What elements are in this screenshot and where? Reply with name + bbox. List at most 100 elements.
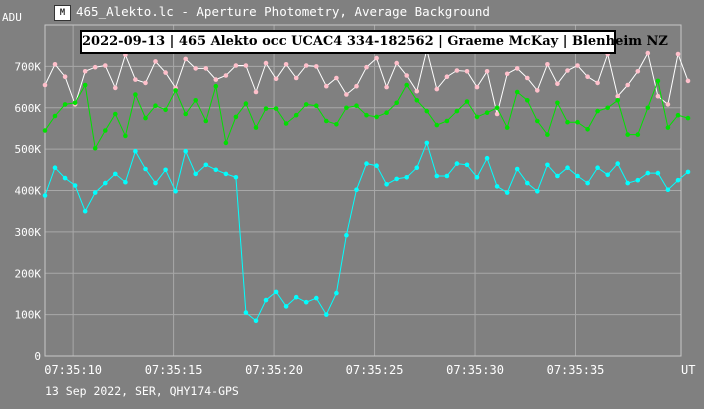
data-point-0-54 [585,74,590,79]
data-point-2-29 [334,290,339,296]
plot-frame [44,24,682,357]
x-axis-label: UT [681,363,695,377]
data-point-2-59 [635,177,641,183]
data-point-1-52 [565,119,570,125]
data-point-2-1 [52,165,58,170]
data-point-2-9 [133,148,138,154]
data-point-2-23 [273,289,279,295]
data-point-1-33 [374,114,379,120]
data-point-0-27 [314,64,319,69]
data-point-2-11 [153,180,158,186]
data-point-0-60 [645,50,651,56]
data-point-2-32 [364,161,369,166]
data-point-0-17 [213,77,219,82]
data-point-1-45 [494,105,500,111]
data-point-1-39 [434,122,440,128]
data-point-2-15 [193,171,198,177]
data-point-0-64 [685,78,691,84]
x-tick-label-4: 07:35:30 [446,363,504,377]
data-point-1-22 [263,106,269,111]
data-point-1-42 [464,99,470,104]
data-point-1-60 [645,105,651,111]
data-point-2-28 [324,312,329,317]
data-point-2-34 [384,182,389,187]
data-point-0-10 [143,80,148,86]
data-point-0-43 [474,84,480,90]
data-point-1-35 [394,100,400,106]
data-point-0-15 [193,66,198,71]
data-point-1-17 [213,83,219,89]
data-point-1-20 [243,101,249,106]
data-point-1-53 [575,119,580,125]
data-point-2-5 [92,190,98,195]
data-point-1-56 [605,105,610,111]
y-tick-label-7: 700K [15,60,42,73]
data-point-1-64 [685,115,691,121]
data-point-2-45 [494,184,500,189]
data-point-2-14 [183,148,188,154]
data-point-2-63 [675,177,681,183]
data-point-0-1 [52,62,58,67]
data-point-2-42 [464,162,470,168]
data-point-1-10 [143,115,148,121]
data-point-2-44 [484,155,490,161]
data-point-0-57 [615,93,620,99]
data-point-1-1 [52,113,58,119]
data-point-2-30 [344,232,349,238]
data-point-1-26 [303,102,309,107]
x-tick-label-1: 07:35:15 [145,363,203,377]
data-point-2-10 [143,166,148,172]
window-title: 465_Alekto.lc - Aperture Photometry, Ave… [76,4,490,19]
data-point-2-0 [42,193,48,198]
data-point-1-19 [233,114,239,120]
data-point-1-15 [193,98,198,103]
y-tick-label-1: 100K [15,309,42,322]
data-point-2-31 [354,187,359,192]
data-point-0-59 [635,69,641,74]
data-point-2-19 [233,175,239,180]
data-point-0-55 [595,80,600,86]
data-point-0-47 [514,66,520,71]
data-point-0-37 [414,88,420,94]
data-point-1-27 [314,103,319,108]
data-point-1-4 [82,82,88,88]
data-point-2-49 [535,189,540,194]
data-point-0-4 [82,69,88,74]
data-point-1-18 [223,140,229,146]
data-point-1-32 [364,112,369,118]
data-point-2-13 [173,189,178,194]
data-point-2-50 [545,162,550,168]
data-point-1-21 [253,125,259,130]
data-point-0-0 [42,82,48,88]
data-point-0-39 [434,86,440,92]
data-point-2-64 [685,169,691,175]
data-point-2-8 [123,179,128,185]
data-point-1-24 [283,121,289,126]
data-point-0-23 [273,76,279,82]
data-point-2-24 [283,304,289,309]
data-point-1-23 [273,106,279,111]
data-point-0-52 [565,68,570,73]
data-point-2-25 [293,294,299,300]
data-point-0-30 [344,92,349,97]
data-point-2-52 [565,165,570,170]
data-point-1-31 [354,103,359,108]
app-logo-icon[interactable]: M [54,5,71,21]
data-point-0-51 [555,81,560,87]
data-point-0-48 [525,75,530,81]
data-point-2-61 [655,170,661,176]
data-point-1-44 [484,110,490,115]
data-point-2-41 [454,161,460,166]
data-point-1-9 [133,92,138,97]
data-point-2-54 [585,180,590,186]
data-point-0-11 [153,59,158,64]
data-point-1-54 [585,127,590,132]
x-tick-label-5: 07:35:35 [547,363,605,377]
data-point-0-26 [303,63,309,68]
data-point-1-28 [324,118,329,124]
x-axis-ticks: 07:35:10 07:35:15 07:35:20 07:35:25 07:35:30… [44,363,604,377]
data-point-0-62 [665,102,671,107]
data-point-0-33 [374,55,379,61]
data-point-1-48 [525,98,530,103]
